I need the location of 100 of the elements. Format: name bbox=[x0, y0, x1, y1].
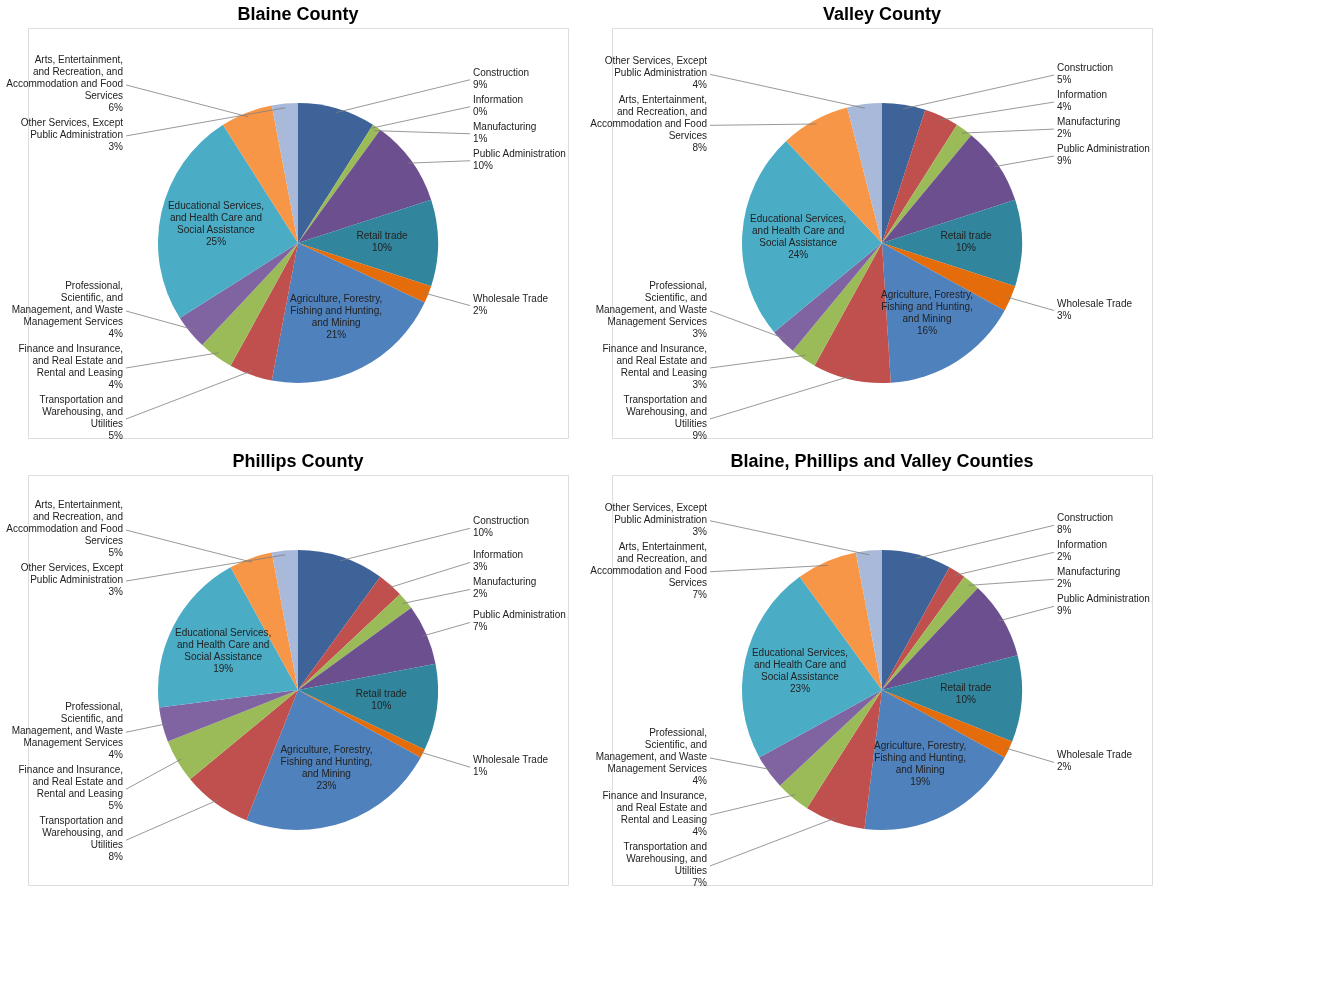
pie-slice bbox=[271, 550, 298, 690]
chart-title: Blaine, Phillips and Valley Counties bbox=[730, 451, 1034, 471]
data-label: 2% bbox=[1057, 551, 1072, 563]
data-label: 5% bbox=[1057, 74, 1072, 86]
slice-label: Educational Services, and Health Care and Social Assistance bbox=[751, 646, 849, 682]
data-label: 2% bbox=[1057, 128, 1072, 140]
data-label: 3% bbox=[1057, 309, 1072, 321]
data-label: 2% bbox=[1057, 761, 1072, 773]
slice-label: Wholesale Trade bbox=[1057, 749, 1133, 761]
data-label: 3% bbox=[692, 379, 708, 390]
slice-label: Arts, Entertainment, and Recreation, and Accommodation and Food Services bbox=[6, 53, 123, 101]
data-label: 21% bbox=[326, 328, 347, 340]
data-label: 10% bbox=[955, 242, 977, 253]
pie-slice bbox=[246, 690, 421, 830]
data-label: 7% bbox=[692, 588, 708, 600]
data-label: 2% bbox=[473, 304, 488, 316]
slice-label: Retail trade bbox=[356, 230, 409, 241]
data-label: 24% bbox=[788, 248, 809, 260]
chart-title: Blaine County bbox=[237, 4, 359, 24]
data-label: 1% bbox=[473, 132, 488, 144]
pie-slice bbox=[847, 103, 882, 243]
data-label: 3% bbox=[692, 328, 708, 339]
slice-label: Wholesale Trade bbox=[1057, 297, 1133, 309]
category-label: Information bbox=[473, 93, 524, 105]
data-label: 16% bbox=[917, 324, 938, 336]
slice-label: Public Administration bbox=[473, 147, 566, 159]
data-label: 23% bbox=[790, 682, 811, 694]
pie-slice bbox=[882, 243, 1016, 311]
pie-slice bbox=[298, 607, 436, 690]
pie-slice bbox=[882, 199, 1022, 287]
slice-label: Construction bbox=[1057, 512, 1114, 524]
pie-slice bbox=[742, 140, 882, 333]
slice-label: Finance and Insurance, and Real Estate and Rental and Leasing bbox=[602, 343, 707, 378]
slice-label: Information bbox=[1057, 539, 1108, 551]
pie-slice bbox=[298, 129, 432, 243]
data-label: 3% bbox=[473, 561, 488, 573]
slice-label: Professional, Scientific, and Management, and Waste Management Services bbox=[595, 280, 708, 327]
data-label: 3% bbox=[108, 140, 124, 152]
pie-slice bbox=[855, 550, 882, 690]
slice-label: Public Administration bbox=[1057, 143, 1150, 155]
data-label: 19% bbox=[213, 662, 234, 674]
pie-slice bbox=[882, 103, 926, 243]
data-label: 1% bbox=[473, 766, 488, 778]
data-label: 19% bbox=[910, 775, 931, 787]
data-label: 23% bbox=[316, 780, 337, 792]
pie-slice bbox=[271, 103, 298, 243]
data-label: 10% bbox=[371, 699, 392, 711]
slice-label: Professional, Scientific, and Management, and Waste Management Services bbox=[11, 701, 124, 749]
pie-slice bbox=[271, 243, 425, 383]
slice-label: Professional, Scientific, and Management, and Waste Management Services bbox=[595, 727, 708, 774]
data-label: 9% bbox=[692, 430, 708, 441]
data-label: 4% bbox=[1057, 101, 1072, 113]
slice-label: Finance and Insurance, and Real Estate and Rental and Leasing bbox=[602, 790, 707, 825]
pie-slice bbox=[298, 550, 381, 690]
slice-label: Agriculture, Forestry, Fishing and Hunting, and Mining bbox=[280, 744, 373, 780]
slice-label: Retail trade bbox=[355, 687, 408, 699]
pie-slice bbox=[882, 567, 965, 690]
data-label: 10% bbox=[473, 527, 494, 539]
data-label: 10% bbox=[473, 159, 494, 171]
data-label: 7% bbox=[473, 621, 488, 633]
slice-label: Wholesale Trade bbox=[473, 754, 549, 766]
slice-label: Retail trade bbox=[940, 682, 992, 694]
slice-label: Information bbox=[473, 549, 524, 561]
slice-label: Arts, Entertainment, and Recreation, and Accommodation and Food Services bbox=[6, 499, 123, 547]
text: 0% bbox=[473, 105, 488, 117]
slice-label: Manufacturing bbox=[473, 576, 537, 588]
slice-label: Other Services, Except Public Administration bbox=[20, 562, 124, 586]
data-label: 9% bbox=[473, 78, 488, 90]
data-label: 9% bbox=[1057, 155, 1072, 167]
slice-label: Construction bbox=[473, 515, 530, 527]
pie-slice bbox=[298, 124, 381, 243]
data-label: 8% bbox=[108, 851, 124, 863]
pie-slice bbox=[159, 690, 298, 742]
slice-label: Manufacturing bbox=[1057, 566, 1121, 578]
slice-label: Construction bbox=[473, 66, 530, 78]
data-label: 3% bbox=[108, 586, 124, 598]
slice-label: Finance and Insurance, and Real Estate and Rental and Leasing bbox=[18, 764, 123, 800]
slice-label: Arts, Entertainment, and Recreation, and Accommodation and Food Services bbox=[590, 94, 707, 142]
data-label: 2% bbox=[1057, 578, 1072, 590]
data-label: 2% bbox=[473, 588, 488, 600]
pie-slice bbox=[298, 576, 401, 690]
slice-label: Public Administration bbox=[473, 609, 566, 621]
slice-label: Transportation and Warehousing, and Utilities bbox=[39, 815, 123, 851]
data-label: 8% bbox=[692, 142, 708, 154]
slice-label: Transportation and Warehousing, and Utilities bbox=[623, 394, 707, 429]
data-label: 8% bbox=[1057, 524, 1072, 536]
slice-label: Manufacturing bbox=[473, 120, 537, 132]
data-label: 5% bbox=[108, 430, 124, 441]
pie-slice bbox=[298, 199, 438, 287]
slice-label: Other Services, Except Public Administration bbox=[20, 116, 124, 140]
slice-label: Agriculture, Forestry, Fishing and Hunting, and Mining bbox=[290, 292, 383, 328]
data-label: 10% bbox=[955, 694, 976, 706]
data-label: 4% bbox=[692, 826, 708, 837]
slice-label: Other Services, Except Public Administration bbox=[604, 501, 708, 525]
slice-label: Public Administration bbox=[1057, 593, 1150, 605]
data-label: 4% bbox=[108, 749, 124, 761]
pie-slice bbox=[882, 587, 1018, 690]
data-label: 4% bbox=[692, 79, 708, 91]
slice-label: Transportation and Warehousing, and Utilities bbox=[39, 394, 123, 429]
pie-slice bbox=[882, 135, 1016, 243]
